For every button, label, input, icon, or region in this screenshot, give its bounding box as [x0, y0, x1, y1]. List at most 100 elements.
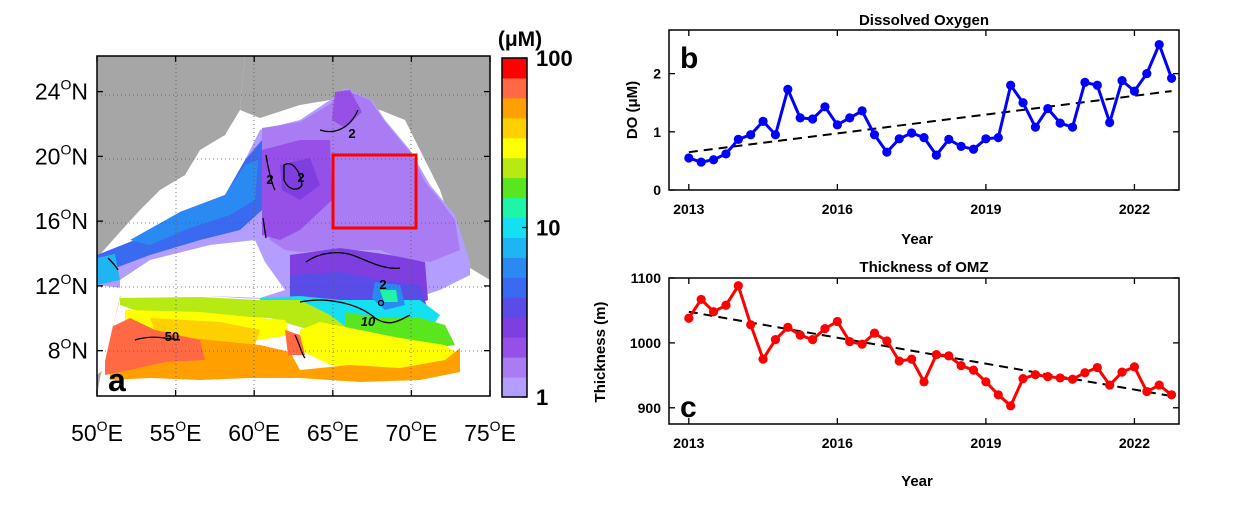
y-tick-label: 1 [653, 124, 661, 140]
data-point [733, 134, 743, 144]
colorbar-cell [502, 197, 527, 219]
colorbar-cell [502, 317, 527, 338]
do-xlabel: Year [901, 231, 933, 248]
x-tick-label: 2016 [822, 435, 853, 451]
data-point [1043, 372, 1053, 382]
data-point [894, 134, 904, 144]
contour-label: 50 [165, 329, 179, 344]
thickness-axes-frame [668, 277, 1180, 425]
do-panel: Dissolved Oxygen b Year DO (μM) 2013 2016… [624, 12, 1180, 248]
data-point [1080, 77, 1090, 87]
data-point [993, 133, 1003, 143]
x-tick-label: 2022 [1119, 435, 1150, 451]
data-point [1092, 80, 1102, 90]
map-panel: 2 2 2 2 10 50 a 5 [35, 55, 516, 446]
thickness-trend-line [688, 310, 1172, 398]
x-tick-label: 2019 [970, 201, 1001, 217]
do-series-points [684, 39, 1177, 167]
data-point [758, 354, 768, 364]
data-point [770, 335, 781, 345]
thickness-xlabel: Year [901, 473, 933, 490]
data-point [981, 134, 991, 144]
data-point [1142, 386, 1152, 397]
data-point [708, 307, 719, 317]
data-point [993, 390, 1003, 400]
data-point [1117, 367, 1127, 377]
data-point [1105, 117, 1115, 128]
data-point [1006, 80, 1016, 90]
data-point [845, 336, 855, 347]
data-point [1055, 118, 1065, 128]
map-x-tick-label: 70OE [385, 418, 437, 446]
data-point [746, 320, 756, 330]
do-trend-line [688, 90, 1172, 154]
data-point [795, 330, 805, 340]
map-y-tick-label: 20ON [35, 141, 88, 169]
do-title: Dissolved Oxygen [859, 12, 989, 29]
do-series-line [688, 40, 1174, 164]
colorbar-cell [502, 357, 527, 378]
data-point [708, 155, 719, 165]
data-point [857, 106, 867, 116]
data-point [721, 300, 731, 310]
data-point [944, 134, 954, 144]
y-tick-label: 900 [638, 400, 662, 416]
contour-label: 2 [348, 126, 355, 141]
colorbar-cell [502, 277, 527, 298]
data-point [845, 113, 855, 123]
data-point [944, 351, 954, 361]
colorbar-cell [502, 297, 527, 318]
data-point [919, 133, 929, 143]
data-point [807, 114, 818, 124]
colorbar: (μM) 1 10 100 [498, 28, 573, 410]
data-point [758, 116, 768, 126]
data-point [1129, 86, 1140, 96]
data-point [783, 322, 793, 332]
map-x-tick-label: 60OE [228, 418, 280, 446]
map-x-tick-label: 50OE [71, 418, 123, 446]
colorbar-tick-label: 1 [536, 385, 548, 410]
contour-label: 2 [297, 170, 304, 185]
data-point [869, 328, 880, 338]
x-tick-label: 2013 [673, 435, 704, 451]
data-point [931, 349, 941, 360]
data-point [770, 130, 781, 140]
data-point [795, 113, 805, 123]
colorbar-cell [502, 177, 527, 199]
data-point [832, 316, 842, 327]
data-point [820, 102, 830, 112]
y-tick-label: 2 [653, 66, 661, 82]
y-tick-label: 0 [653, 182, 661, 198]
data-point [1105, 380, 1115, 390]
colorbar-cell [502, 377, 527, 398]
data-point [1117, 76, 1127, 86]
thickness-series-points [684, 281, 1177, 411]
map-x-tick-label: 65OE [307, 418, 359, 446]
colorbar-unit-label: (μM) [498, 28, 542, 51]
data-point [721, 149, 731, 159]
data-point [1166, 73, 1177, 83]
data-point [746, 130, 756, 140]
colorbar-cell [502, 58, 527, 79]
colorbar-cells [502, 58, 527, 398]
contour-label: 2 [379, 277, 386, 292]
data-point [1129, 362, 1140, 372]
data-point [1043, 103, 1053, 114]
data-point [968, 144, 979, 154]
do-x-ticks: 2013 2016 2019 2022 [673, 30, 1150, 217]
y-tick-label: 1100 [631, 270, 662, 286]
data-point [919, 377, 929, 387]
data-point [832, 120, 842, 130]
colorbar-cell [502, 337, 527, 358]
map-gridlines [97, 56, 490, 396]
y-tick-label: 1000 [630, 335, 661, 351]
x-tick-label: 2022 [1119, 201, 1150, 217]
data-point [1080, 368, 1090, 378]
study-region-box [331, 153, 418, 230]
contours [107, 109, 411, 359]
map-frame [96, 55, 491, 397]
x-tick-label: 2016 [822, 201, 853, 217]
data-point [857, 339, 867, 349]
data-point [1067, 374, 1078, 384]
